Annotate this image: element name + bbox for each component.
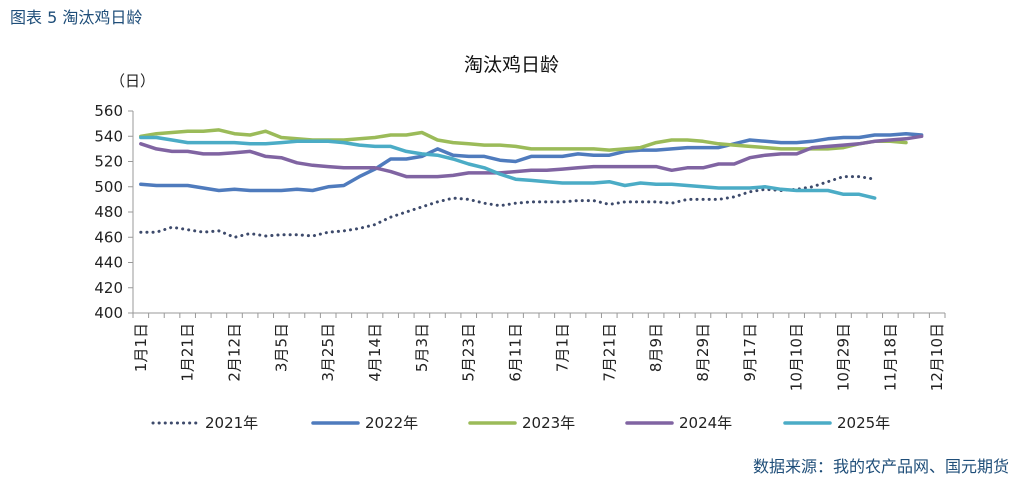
x-tick-label: 11月18日 [881,323,899,391]
legend-label-2022: 2022年 [365,414,418,432]
x-tick-label: 10月29日 [835,323,853,391]
x-tick-label: 3月5日 [272,323,290,372]
y-tick-label: 420 [94,279,123,297]
data-source: 数据来源：我的农产品网、国元期货 [752,457,1009,476]
x-tick-label: 9月17日 [741,323,759,382]
series-line-2022 [139,131,924,193]
y-axis-unit: （日） [110,72,156,90]
x-tick-label: 4月14日 [366,323,384,382]
x-tick-label: 12月10日 [928,323,946,391]
x-tick-label: 8月29日 [694,323,712,382]
series-line-2023 [139,128,908,152]
x-tick-label: 3月25日 [319,323,337,382]
y-tick-label: 540 [94,127,123,145]
y-tick-label: 560 [94,102,123,120]
x-tick-label: 10月10日 [788,323,806,391]
x-tick-label: 8月9日 [647,323,665,372]
legend-label-2023: 2023年 [522,414,575,432]
y-tick-label: 520 [94,153,123,171]
series-line-2021 [139,175,877,239]
legend-label-2024: 2024年 [679,414,732,432]
y-tick-label: 400 [94,304,123,322]
legend-label-2021: 2021年 [205,414,258,432]
y-tick-label: 460 [94,228,123,246]
series-line-2024 [139,134,924,179]
chart-title: 淘汰鸡日龄 [463,54,559,76]
series-line-2025 [139,135,877,200]
y-tick-label: 500 [94,178,123,196]
x-tick-label: 7月1日 [553,323,571,372]
x-tick-label: 6月11日 [507,323,525,382]
legend-label-2025: 2025年 [837,414,890,432]
x-tick-label: 1月1日 [132,323,150,372]
x-tick-label: 5月3日 [413,323,431,372]
x-tick-label: 2月12日 [226,323,244,382]
figure-label: 图表 5 淘汰鸡日龄 [10,8,143,27]
x-tick-label: 1月21日 [179,323,197,382]
y-tick-label: 440 [94,254,123,272]
x-tick-label: 5月23日 [460,323,478,382]
y-tick-label: 480 [94,203,123,221]
x-tick-label: 7月21日 [600,323,618,382]
